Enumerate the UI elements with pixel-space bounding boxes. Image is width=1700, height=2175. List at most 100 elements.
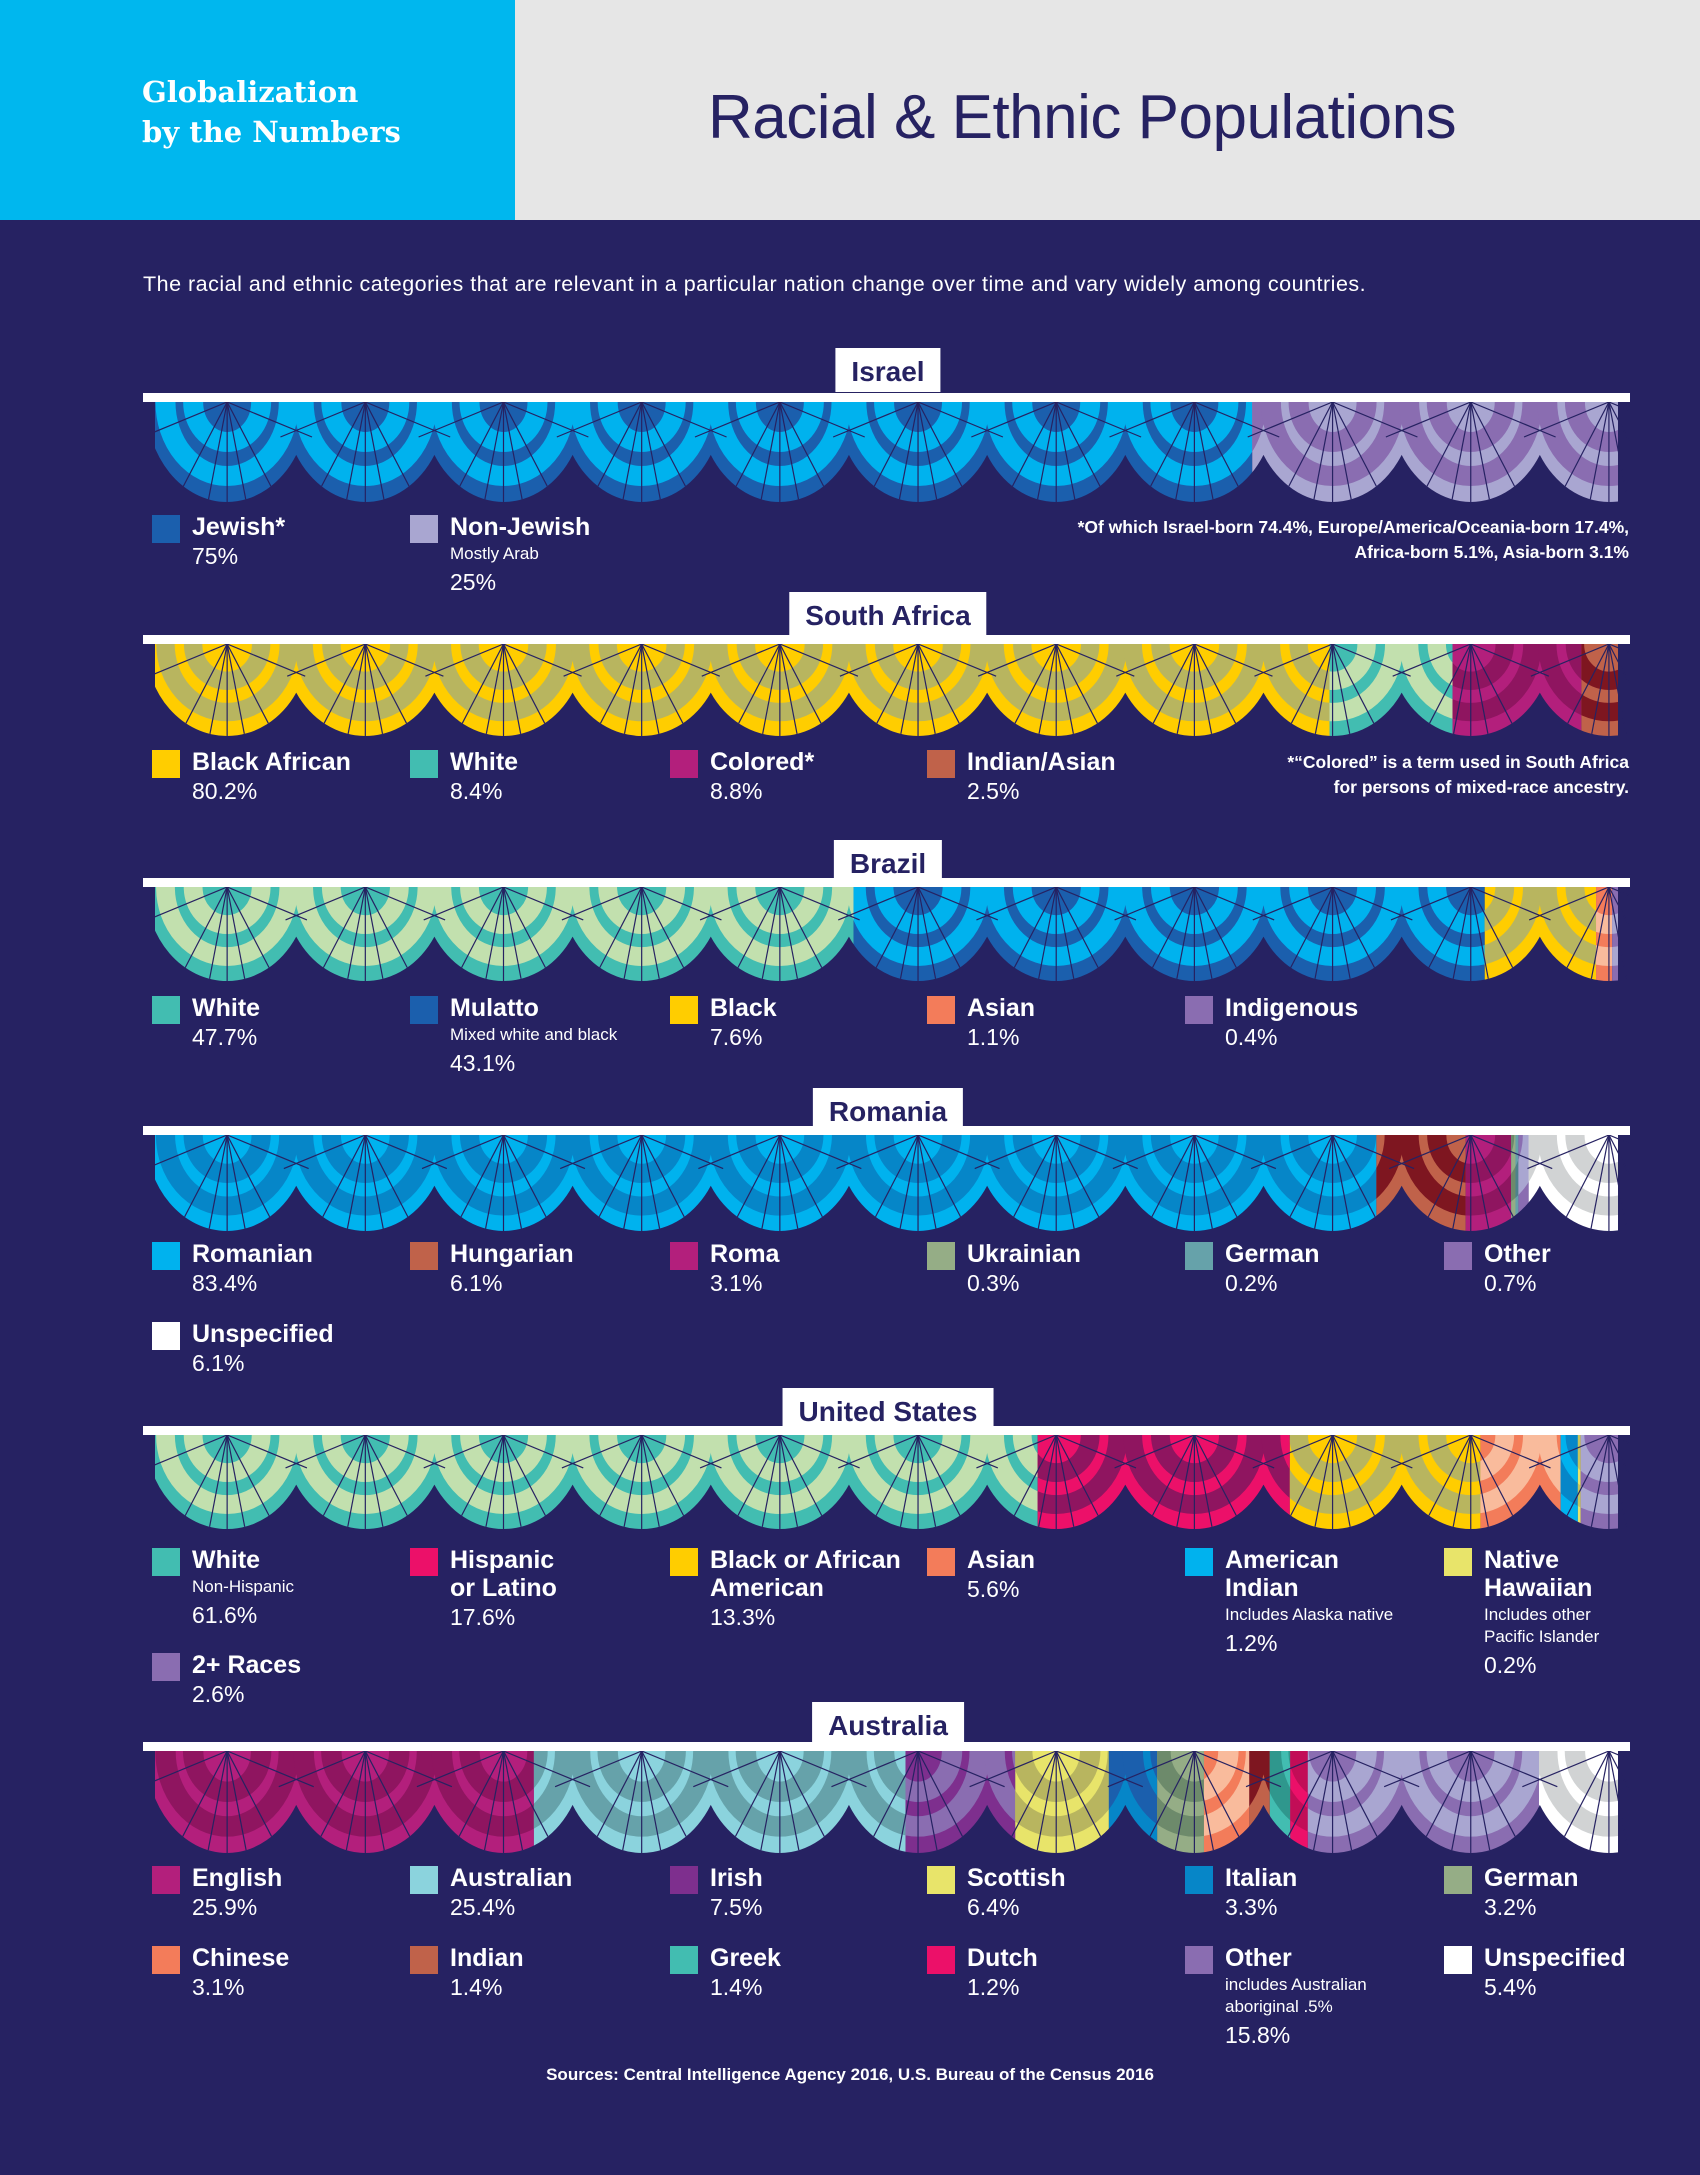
- spoke-line: [346, 402, 366, 500]
- spoke-line: [917, 1751, 938, 1851]
- spoke-line: [733, 1751, 781, 1840]
- spoke-line: [503, 644, 582, 677]
- spoke-line: [779, 644, 798, 735]
- spoke-line: [1055, 402, 1102, 489]
- spoke-line: [1389, 1135, 1471, 1170]
- spoke-line: [1385, 402, 1471, 438]
- spoke-line: [1055, 644, 1135, 677]
- legend-label: Indian: [450, 1944, 524, 1972]
- legend-label: Other: [1225, 1944, 1292, 1972]
- legend-swatch: [152, 996, 180, 1024]
- spoke-line: [145, 1135, 228, 1170]
- spoke-line: [641, 644, 720, 677]
- legend-value: 1.2%: [1225, 1630, 1278, 1656]
- spoke-line: [1288, 1135, 1334, 1219]
- spoke-line: [502, 1435, 547, 1517]
- legend-sublabel: Mostly Arab: [450, 544, 539, 563]
- legend-value: 0.4%: [1225, 1024, 1278, 1050]
- spoke-line: [839, 644, 919, 677]
- legend-value: 83.4%: [192, 1270, 258, 1296]
- spoke-line: [1452, 1135, 1472, 1230]
- spoke-line: [1332, 644, 1375, 724]
- spoke-line: [1314, 887, 1334, 980]
- spoke-line: [641, 644, 660, 735]
- segment-fill: [1612, 887, 1618, 981]
- bunting-chart: [145, 402, 1630, 502]
- legend-sublabel: Includes Alaska native: [1225, 1605, 1394, 1624]
- spoke-line: [1470, 1751, 1491, 1851]
- legend-label: Australian: [450, 1864, 573, 1892]
- spoke-line: [641, 1751, 662, 1851]
- legend-label: Unspecified: [192, 1320, 334, 1348]
- spoke-line: [556, 402, 642, 438]
- spoke-line: [1331, 1751, 1353, 1851]
- spoke-line: [1427, 887, 1472, 969]
- segment-native-hawaiian: [1577, 1435, 1581, 1529]
- legend-label: Black African: [192, 748, 351, 776]
- spoke-line: [1312, 1751, 1334, 1851]
- footnote: *Of which Israel-born 74.4%, Europe/Amer…: [1077, 517, 1629, 562]
- spoke-line: [734, 402, 781, 489]
- spoke-line: [365, 887, 446, 921]
- spoke-line: [503, 1135, 586, 1170]
- spoke-line: [1290, 644, 1334, 724]
- legend-value: 7.5%: [710, 1894, 763, 1920]
- spoke-line: [460, 887, 505, 969]
- spoke-line: [418, 402, 504, 438]
- legend-label: Italian: [1225, 1864, 1298, 1892]
- legend-swatch: [670, 750, 698, 778]
- spoke-line: [917, 402, 938, 500]
- spoke-line: [485, 887, 505, 980]
- legend-swatch: [927, 1548, 955, 1576]
- spoke-line: [1470, 1751, 1558, 1788]
- spoke-line: [1332, 1751, 1420, 1788]
- spoke-line: [1452, 887, 1472, 980]
- spoke-line: [641, 402, 727, 438]
- spoke-line: [502, 887, 522, 980]
- legend-sublabel: Includes other Pacific Islander: [1484, 1605, 1600, 1646]
- legend-swatch: [410, 1548, 438, 1576]
- spoke-line: [779, 644, 859, 677]
- legend-label: Black or African American: [710, 1546, 901, 1602]
- spoke-line: [899, 1435, 919, 1528]
- legend-value: 6.4%: [967, 1894, 1020, 1920]
- spoke-line: [974, 1135, 1057, 1170]
- spoke-line: [1193, 1435, 1238, 1517]
- spoke-line: [1451, 1751, 1472, 1851]
- spoke-line: [917, 1135, 1000, 1170]
- spoke-line: [917, 1135, 937, 1230]
- spoke-line: [226, 1751, 247, 1851]
- spoke-line: [502, 644, 546, 724]
- spoke-line: [1036, 1751, 1057, 1851]
- spoke-line: [1528, 1435, 1610, 1469]
- spoke-line: [184, 887, 228, 969]
- legend-value: 0.7%: [1484, 1270, 1537, 1296]
- spoke-line: [347, 1435, 366, 1528]
- spoke-line: [209, 644, 228, 735]
- bunting-chart: [148, 644, 1630, 736]
- spoke-line: [694, 402, 781, 438]
- segment-fill: [1577, 1435, 1581, 1529]
- spoke-line: [1012, 1135, 1057, 1219]
- spoke-line: [1176, 644, 1195, 735]
- legend-label: White: [192, 994, 261, 1022]
- legend-value: 17.6%: [450, 1604, 516, 1630]
- spoke-line: [364, 402, 385, 500]
- page-title: Racial & Ethnic Populations: [708, 83, 1457, 152]
- spoke-line: [561, 1435, 642, 1469]
- spoke-line: [365, 644, 444, 677]
- spoke-line: [1314, 1435, 1334, 1528]
- spoke-line: [1332, 887, 1413, 921]
- spoke-line: [1116, 644, 1195, 677]
- spoke-line: [1055, 887, 1075, 980]
- legend-value: 75%: [192, 543, 239, 569]
- spoke-line: [1055, 1751, 1144, 1788]
- spoke-line: [737, 644, 781, 724]
- spoke-line: [641, 402, 661, 500]
- legend-label: American Indian: [1225, 1546, 1339, 1602]
- spoke-line: [1332, 644, 1411, 677]
- legend-value: 3.1%: [192, 1974, 245, 2000]
- legend-label: Mulatto: [450, 994, 539, 1022]
- spoke-line: [1608, 1751, 1630, 1840]
- spoke-line: [1055, 1435, 1100, 1517]
